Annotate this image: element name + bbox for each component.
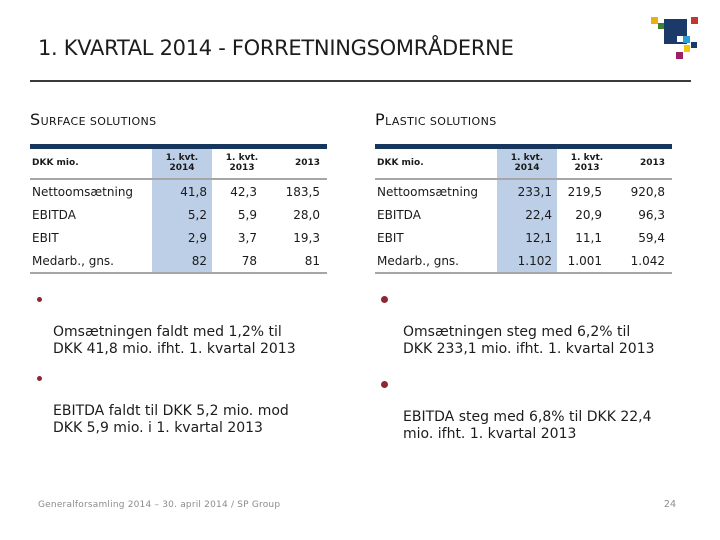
cell-value: 22,4	[497, 203, 557, 226]
row-label: EBITDA	[32, 207, 76, 222]
table-row: Nettoomsætning 233,1 219,5 920,8	[375, 179, 672, 203]
cell-value: 1.102	[497, 249, 557, 274]
cell-value: 81	[272, 249, 327, 274]
column-header-unit: DKK mio.	[30, 146, 152, 180]
page-number: 24	[663, 499, 676, 510]
column-header-q1-2014: 1. kvt. 2014	[497, 146, 557, 180]
table-row: Medarb., gns. 82 78 81	[30, 249, 327, 274]
logo-square	[691, 42, 697, 48]
table-row: EBIT 12,1 11,1 59,4	[375, 226, 672, 249]
logo-square	[677, 36, 683, 42]
bullet-item: EBITDA steg med 6,8% til DKK 22,4 mio. i…	[377, 376, 712, 442]
plastic-solutions-table: DKK mio. 1. kvt. 2014 1. kvt. 2013 2013 …	[375, 144, 672, 274]
cell-value: 2,9	[152, 226, 212, 249]
bullet-text: EBITDA steg med 6,8% til DKK 22,4 mio. i…	[403, 409, 652, 442]
row-label: Nettoomsætning	[377, 184, 479, 199]
bullet-item: Omsætningen faldt med 1,2% til DKK 41,8 …	[30, 291, 360, 357]
plastic-section: PLASTIC SOLUTIONS DKK mio. 1. kvt. 2014 …	[375, 110, 672, 274]
cell-value: 28,0	[293, 207, 320, 222]
surface-solutions-table: DKK mio. 1. kvt. 2014 1. kvt. 2013 2013 …	[30, 144, 327, 274]
row-label: Nettoomsætning	[32, 184, 134, 199]
plastic-bullet-list: Omsætningen steg med 6,2% til DKK 233,1 …	[377, 291, 712, 461]
cell-value: 1.042	[617, 249, 672, 274]
logo-square	[691, 17, 698, 24]
table-row: EBITDA 22,4 20,9 96,3	[375, 203, 672, 226]
logo-square	[676, 52, 683, 59]
column-header-unit: DKK mio.	[375, 146, 497, 180]
cell-value: 96,3	[638, 207, 665, 222]
cell-value: 920,8	[630, 184, 665, 199]
bullet-icon	[381, 296, 388, 303]
cell-value: 82	[152, 249, 212, 274]
bullet-text: Omsætningen steg med 6,2% til DKK 233,1 …	[403, 324, 655, 357]
table-row: Medarb., gns. 1.102 1.001 1.042	[375, 249, 672, 274]
cell-value: 11,1	[575, 230, 602, 245]
cell-value: 20,9	[575, 207, 602, 222]
logo-square	[684, 45, 690, 52]
row-label: Medarb., gns.	[30, 249, 152, 274]
logo-square	[683, 36, 690, 43]
cell-value: 5,2	[152, 203, 212, 226]
sp-group-logo	[648, 15, 704, 65]
row-label: Medarb., gns.	[375, 249, 497, 274]
cell-value: 3,7	[237, 230, 257, 245]
column-header-q1-2013: 1. kvt. 2013	[212, 146, 272, 180]
table-row: Nettoomsætning 41,8 42,3 183,5	[30, 179, 327, 203]
surface-section: SURFACE SOLUTIONS DKK mio. 1. kvt. 2014 …	[30, 110, 327, 274]
row-label: EBIT	[32, 230, 59, 245]
cell-value: 1.001	[557, 249, 617, 274]
bullet-icon	[37, 376, 42, 381]
bullet-text: Omsætningen faldt med 1,2% til DKK 41,8 …	[53, 324, 296, 357]
column-header-q1-2013: 1. kvt. 2013	[557, 146, 617, 180]
cell-value: 42,3	[230, 184, 257, 199]
logo-square	[651, 17, 658, 24]
logo-square	[658, 23, 664, 29]
plastic-heading: PLASTIC SOLUTIONS	[375, 110, 497, 129]
bullet-item: Omsætningen steg med 6,2% til DKK 233,1 …	[377, 291, 712, 357]
column-header-fy-2013: 2013	[272, 146, 327, 180]
cell-value: 5,9	[237, 207, 257, 222]
table-header-row: DKK mio. 1. kvt. 2014 1. kvt. 2013 2013	[375, 146, 672, 180]
slide-title: 1. KVARTAL 2014 - FORRETNINGSOMRÅDERNE	[38, 36, 514, 60]
column-header-q1-2014: 1. kvt. 2014	[152, 146, 212, 180]
cell-value: 19,3	[293, 230, 320, 245]
cell-value: 78	[212, 249, 272, 274]
footer-text: Generalforsamling 2014 – 30. april 2014 …	[38, 500, 281, 510]
cell-value: 219,5	[567, 184, 602, 199]
table-row: EBITDA 5,2 5,9 28,0	[30, 203, 327, 226]
bullet-item: EBITDA faldt til DKK 5,2 mio. mod DKK 5,…	[30, 370, 360, 436]
table-row: EBIT 2,9 3,7 19,3	[30, 226, 327, 249]
surface-bullet-list: Omsætningen faldt med 1,2% til DKK 41,8 …	[30, 291, 360, 449]
row-label: EBITDA	[377, 207, 421, 222]
bullet-icon	[381, 381, 388, 388]
cell-value: 41,8	[152, 179, 212, 203]
row-label: EBIT	[377, 230, 404, 245]
title-divider	[30, 80, 691, 82]
column-header-fy-2013: 2013	[617, 146, 672, 180]
bullet-icon	[37, 297, 42, 302]
cell-value: 59,4	[638, 230, 665, 245]
surface-heading: SURFACE SOLUTIONS	[30, 110, 157, 129]
cell-value: 12,1	[497, 226, 557, 249]
table-header-row: DKK mio. 1. kvt. 2014 1. kvt. 2013 2013	[30, 146, 327, 180]
cell-value: 233,1	[497, 179, 557, 203]
cell-value: 183,5	[285, 184, 320, 199]
bullet-text: EBITDA faldt til DKK 5,2 mio. mod DKK 5,…	[53, 403, 289, 436]
